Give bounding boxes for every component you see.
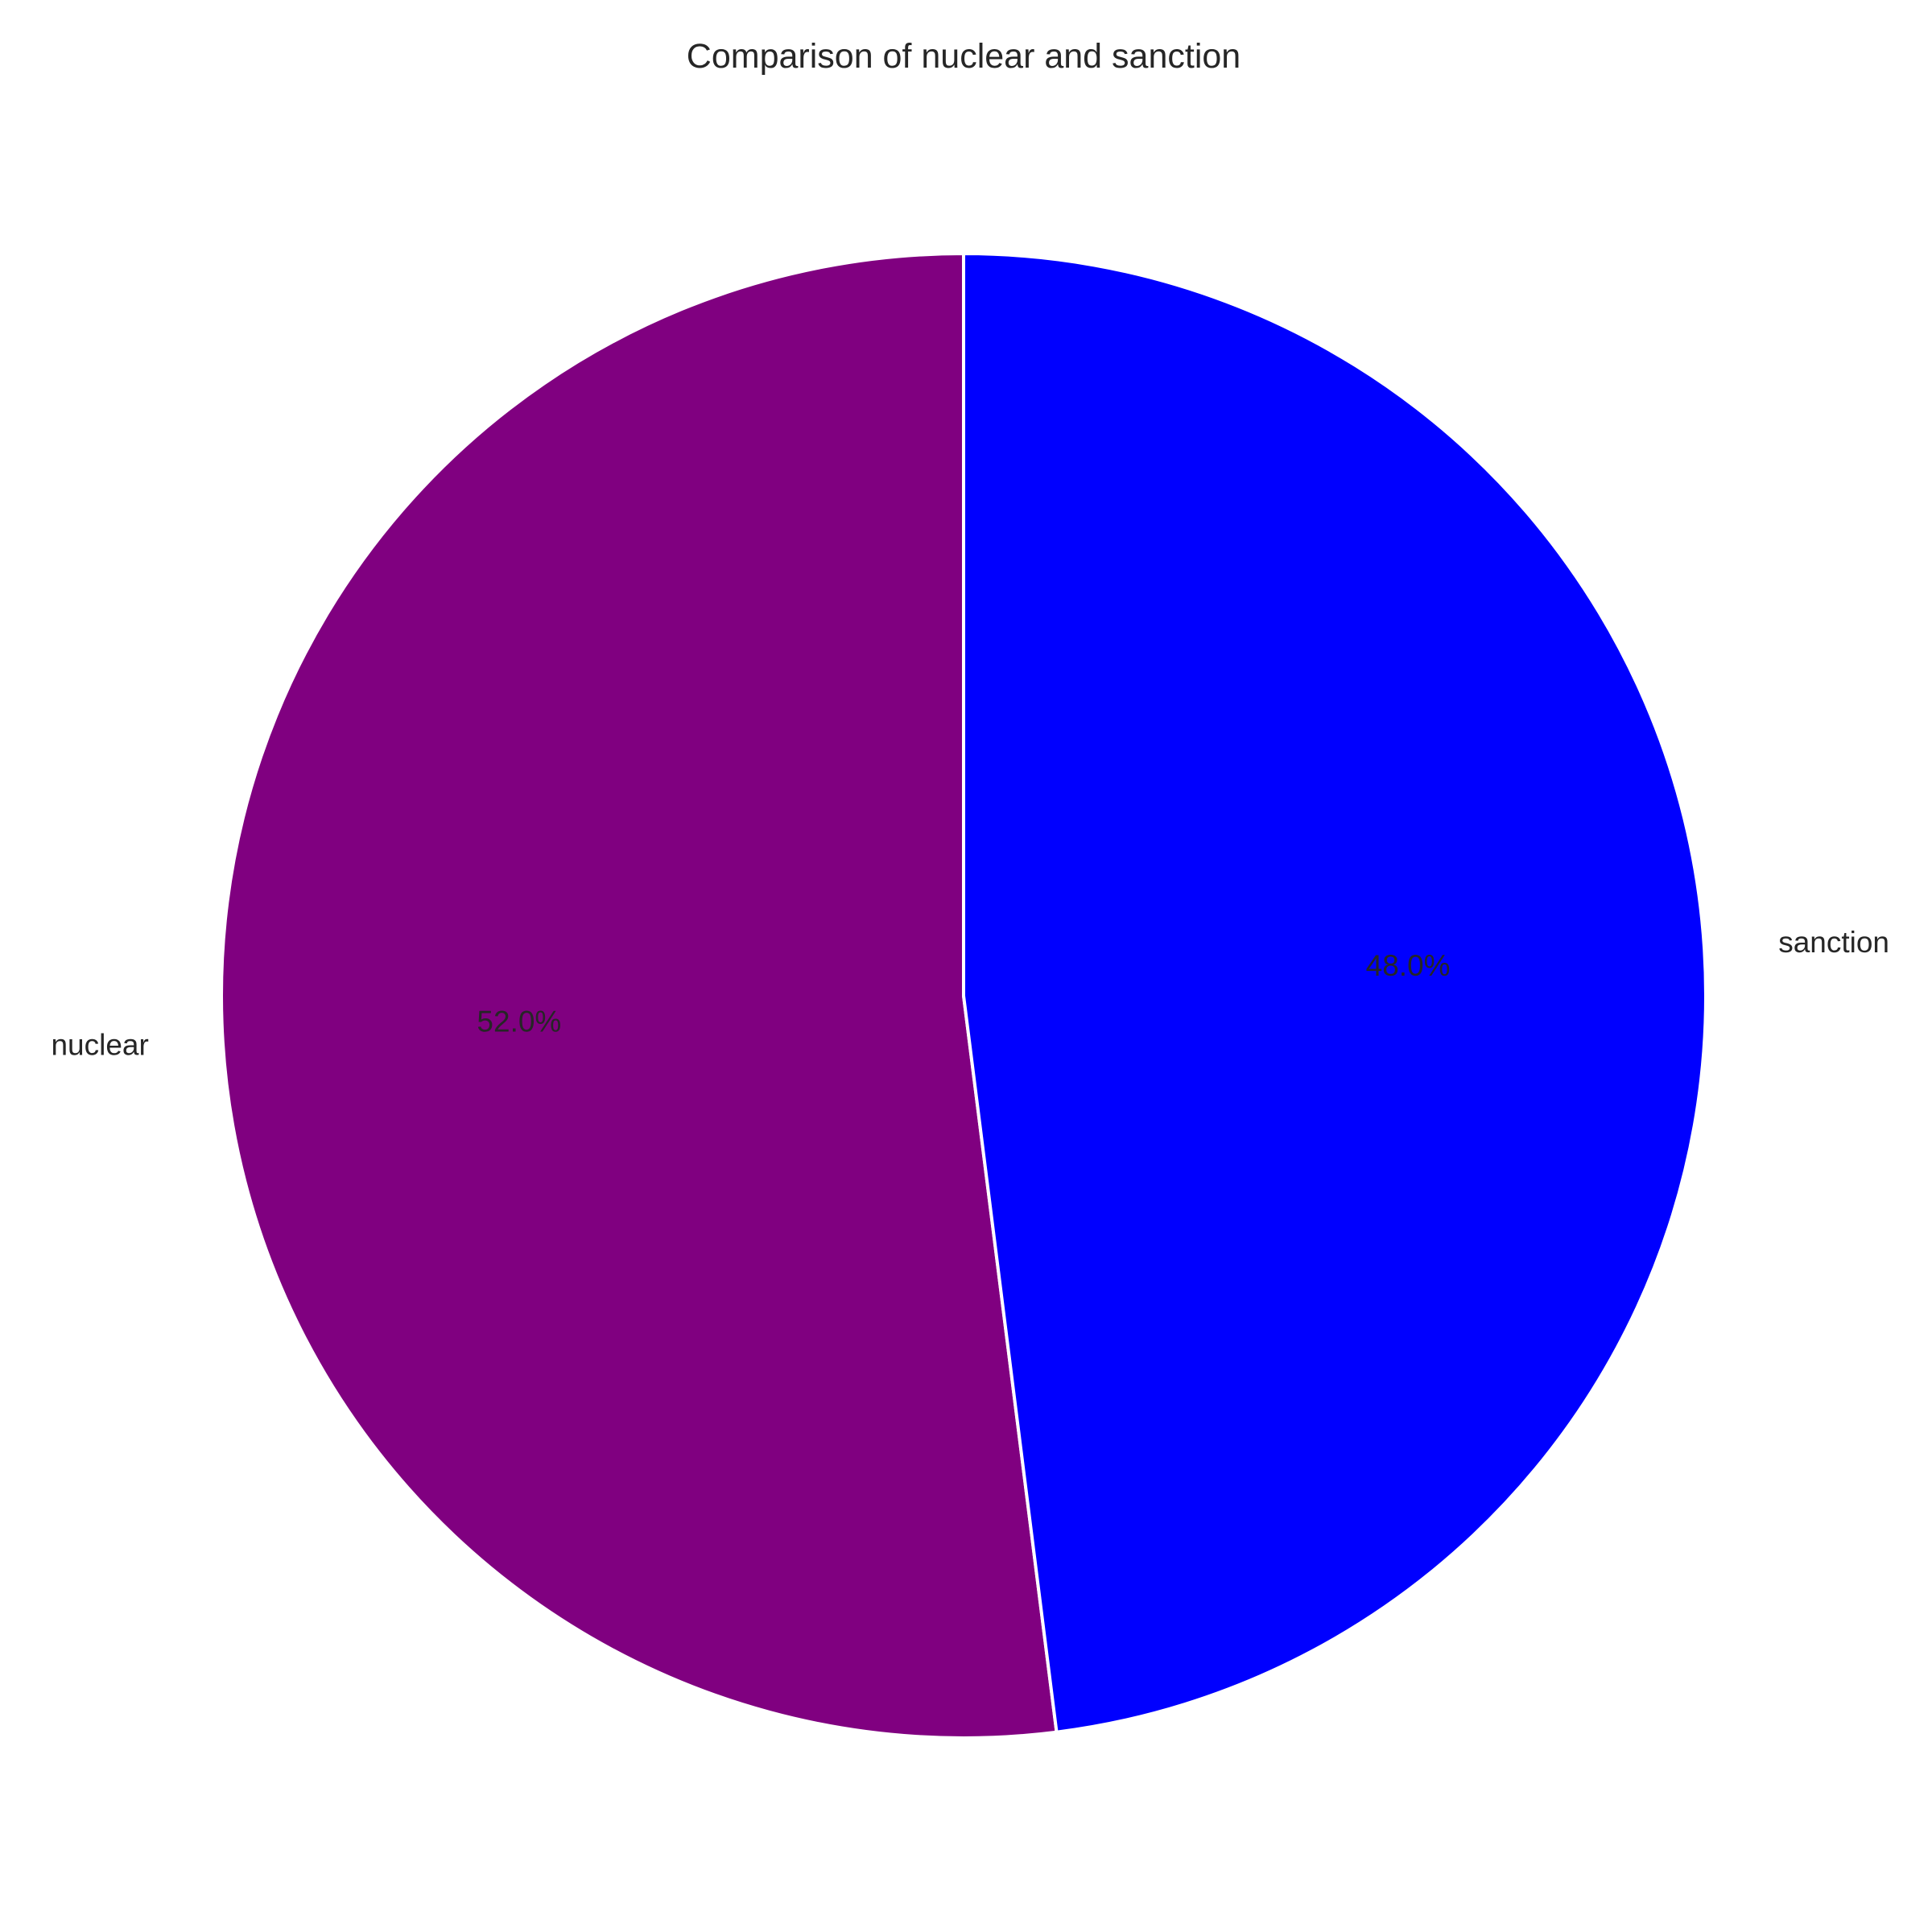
slice-label-sanction: sanction [1778,926,1889,959]
pie-slices [220,252,1707,1740]
pie-labels: nuclear 52.0% sanction 48.0% [51,926,1889,1061]
slice-label-nuclear: nuclear [51,1028,148,1061]
pie-slice-nuclear [220,252,1059,1740]
pct-label-sanction: 48.0% [1366,949,1451,982]
pie-slice-sanction [962,252,1707,1734]
pct-label-nuclear: 52.0% [477,1005,561,1038]
chart-title: Comparison of nuclear and sanction [687,37,1241,76]
